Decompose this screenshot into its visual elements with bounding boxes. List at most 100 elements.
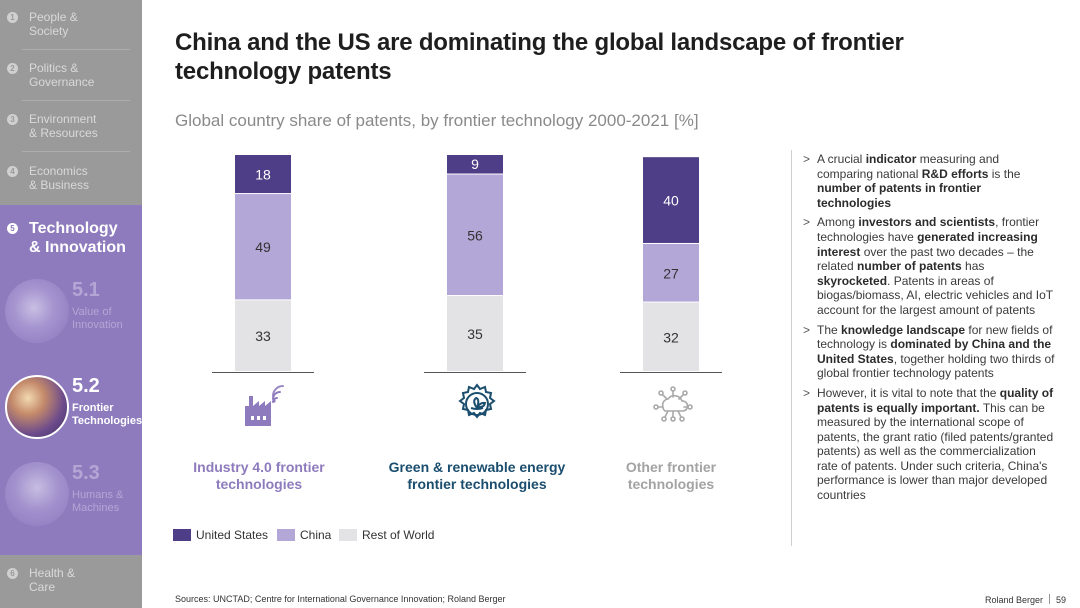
subnav-item-humans-machines[interactable]: 5.3 Humans & Machines — [0, 462, 142, 532]
legend-label: Rest of World — [362, 528, 435, 542]
data-label-rest-of-world-1: 35 — [467, 326, 483, 342]
thumbnail-image — [5, 375, 69, 439]
bar-segment-china-2 — [643, 243, 699, 302]
subnav-number: 5.2 — [72, 375, 100, 397]
bar-segment-rest-of-world-0 — [235, 300, 291, 371]
bullet-text: for new fields of technology is — [817, 322, 1053, 352]
subnav-number: 5.3 — [72, 462, 100, 484]
gear-leaf-icon — [452, 378, 502, 428]
nav-number-2: 2 — [7, 63, 18, 74]
footer-brand: Roland Berger 59 — [985, 594, 1066, 605]
nav-label: & Resources — [29, 126, 98, 140]
nav-number-3: 3 — [7, 114, 18, 125]
legend-label: China — [300, 528, 332, 542]
bar-segment-rest-of-world-2 — [643, 302, 699, 371]
bullet-text: The — [817, 322, 842, 337]
bullet-text: A crucial — [817, 152, 866, 166]
chart-subtitle: Global country share of patents, by fron… — [175, 111, 699, 130]
nav-label: Politics & — [29, 61, 79, 75]
bar-segment-us-2 — [643, 157, 699, 243]
subnav-label: Innovation — [72, 319, 123, 331]
data-label-china-0: 49 — [255, 239, 271, 255]
bullet-marker: > — [803, 385, 811, 400]
nav-number-5: 5 — [7, 223, 18, 234]
divider — [22, 151, 130, 152]
bullet-text: , together holding two thirds of global … — [817, 351, 1055, 381]
legend-swatch — [173, 529, 191, 541]
subnav-label: Technologies — [72, 415, 143, 427]
subnav-label: Value of — [72, 306, 112, 318]
nav-item-technology-innovation[interactable]: 5 Technology & Innovation 5.1 Value of Inn… — [0, 205, 142, 555]
bullet-item-2: > Among investors and scientists, frontie… — [803, 215, 1055, 317]
bullet-text: However, it is vital to note that the — [817, 385, 1000, 400]
bullet-text: , frontier technologies have — [817, 215, 1040, 244]
brand-name: Roland Berger — [985, 595, 1044, 605]
bullet-emphasis: generated increasing interest — [817, 229, 1038, 259]
data-label-us-2: 40 — [663, 193, 679, 209]
bullet-emphasis: knowledge landscape — [841, 322, 966, 337]
bullet-emphasis: R&D efforts — [921, 166, 989, 181]
category-label-industry: Industry 4.0 frontier technologies — [193, 459, 325, 492]
nav-label: Society — [29, 24, 69, 38]
bullet-text: . Patents in areas of biogas/biomass, AI… — [817, 273, 1053, 317]
nav-number-6: 6 — [7, 568, 18, 579]
nav-label: Governance — [29, 75, 95, 89]
thumbnail-image — [5, 279, 69, 343]
chart-bars: 33 49 18 35 56 9 32 27 40 — [212, 155, 722, 373]
data-label-rest-of-world-2: 32 — [663, 329, 679, 345]
data-label-china-2: 27 — [663, 265, 679, 281]
subnav-label: Frontier — [72, 402, 114, 414]
bullet-emphasis: investors and scientists — [858, 215, 996, 230]
factory-wifi-icon — [237, 382, 287, 432]
bar-segment-us-0 — [235, 155, 291, 194]
bullet-emphasis: skyrocketed — [817, 273, 888, 288]
bullet-emphasis: number of patents in frontier technologi… — [817, 181, 982, 210]
bullet-item-3: > The knowledge landscape for new fields … — [803, 323, 1055, 381]
nav-label: & Innovation — [29, 239, 126, 256]
data-label-china-1: 56 — [467, 227, 483, 243]
subnav-number: 5.1 — [72, 279, 100, 301]
nav-label: Health & — [29, 566, 76, 580]
data-label-us-1: 9 — [471, 156, 479, 172]
bullet-marker: > — [803, 215, 811, 230]
bullet-emphasis: quality of patents is equally important. — [817, 385, 1054, 415]
nav-label: Environment — [29, 112, 97, 126]
legend-swatch — [339, 529, 357, 541]
nav-label: Technology — [29, 220, 118, 237]
subnav-label: Humans & — [72, 489, 124, 501]
bullet-text: is the — [988, 166, 1021, 181]
bullet-text: over the past two decades – the related — [817, 244, 1034, 274]
bullet-list: > A crucial indicator measuring and compa… — [803, 152, 1055, 508]
cloud-network-icon — [648, 379, 698, 429]
subnav-label: Machines — [72, 502, 120, 514]
legend-swatch — [277, 529, 295, 541]
nav-number-4: 4 — [7, 166, 18, 177]
data-label-rest-of-world-0: 33 — [255, 328, 271, 344]
divider — [22, 100, 130, 101]
legend-label: United States — [196, 528, 269, 542]
bullet-marker: > — [803, 322, 811, 337]
nav-label: Economics — [29, 164, 88, 178]
stacked-bar-chart: 33 49 18 35 56 9 32 27 40 — [160, 148, 770, 508]
bullet-text: This can be measured by the internationa… — [817, 400, 1054, 503]
category-label-green-energy: Green & renewable energy frontier techno… — [388, 459, 566, 492]
divider — [22, 49, 130, 50]
bullet-emphasis: indicator — [865, 152, 917, 166]
bullet-item-4: > However, it is vital to note that the q… — [803, 386, 1055, 503]
source-note: Sources: UNCTAD; Centre for Internationa… — [175, 594, 506, 604]
subnav-item-frontier-technologies[interactable]: 5.2 Frontier Technologies — [0, 375, 142, 445]
bar-segment-rest-of-world-1 — [447, 296, 503, 371]
bullet-marker: > — [803, 152, 811, 166]
bullet-text: Among — [817, 215, 859, 230]
page-number: 59 — [1056, 595, 1067, 605]
data-label-us-0: 18 — [255, 167, 271, 183]
bar-segment-china-1 — [447, 174, 503, 296]
bullet-text: measuring and comparing national — [817, 152, 1000, 181]
bar-segment-china-0 — [235, 194, 291, 300]
page-title: China and the US are dominating the glob… — [175, 29, 904, 85]
bar-segment-us-1 — [447, 155, 503, 174]
nav-label: & Business — [29, 178, 90, 192]
bullet-emphasis: dominated by China and the United States — [817, 337, 1052, 366]
bullet-item-1: > A crucial indicator measuring and compa… — [803, 152, 1055, 210]
subnav-item-value-of-innovation[interactable]: 5.1 Value of Innovation — [0, 279, 142, 349]
